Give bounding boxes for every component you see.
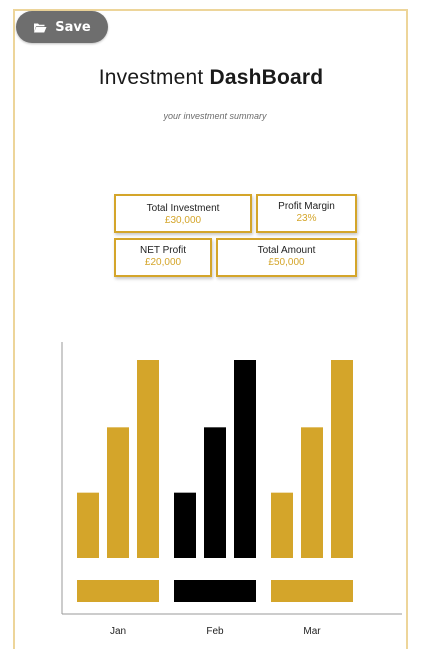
profit-margin-card: Profit Margin 23% <box>256 194 357 233</box>
bar-jan-2 <box>107 427 129 558</box>
profit-margin-value: 23% <box>296 213 317 224</box>
save-button-label: Save <box>55 19 91 35</box>
x-tick-label-jan: Jan <box>110 626 126 637</box>
bar-mar-1 <box>271 492 293 558</box>
bar-jan-3 <box>137 360 159 558</box>
x-tick-label-feb: Feb <box>206 626 224 637</box>
total-investment-value: £30,000 <box>164 215 202 226</box>
total-investment-label: Total Investment <box>146 203 220 214</box>
profit-margin-label: Profit Margin <box>278 201 335 212</box>
total-amount-card: Total Amount £50,000 <box>216 238 357 277</box>
summary-bar-mar <box>271 580 353 602</box>
bar-feb-2 <box>204 427 226 558</box>
net-profit-value: £20,000 <box>144 257 182 268</box>
bar-mar-2 <box>301 427 323 558</box>
page-frame <box>13 9 408 649</box>
page-title: Investment DashBoard <box>0 66 422 90</box>
summary-bar-jan <box>77 580 159 602</box>
total-amount-label: Total Amount <box>257 245 316 256</box>
total-investment-card: Total Investment £30,000 <box>114 194 252 233</box>
net-profit-card: NET Profit £20,000 <box>114 238 212 277</box>
summary-bar-feb <box>174 580 256 602</box>
total-amount-value: £50,000 <box>268 257 305 268</box>
net-profit-label: NET Profit <box>140 245 186 256</box>
bar-mar-3 <box>331 360 353 558</box>
page-title-bold: DashBoard <box>209 66 324 89</box>
save-button[interactable]: Save <box>16 11 108 43</box>
page-subtitle: your investment summary <box>163 111 267 121</box>
bar-jan-1 <box>77 492 99 558</box>
bar-feb-1 <box>174 492 196 558</box>
folder-open-icon <box>33 22 47 33</box>
page-title-light: Investment <box>98 66 204 89</box>
x-tick-label-mar: Mar <box>303 626 321 637</box>
bar-feb-3 <box>234 360 256 558</box>
